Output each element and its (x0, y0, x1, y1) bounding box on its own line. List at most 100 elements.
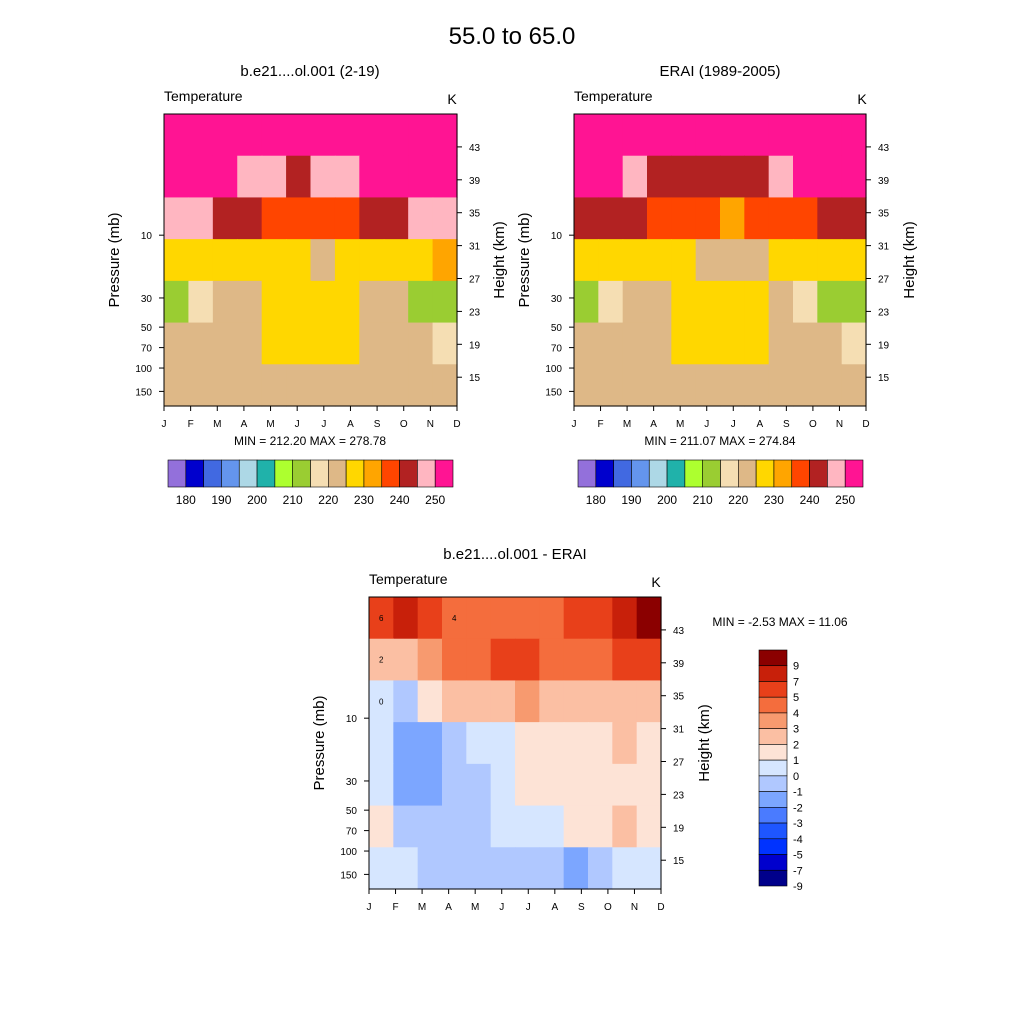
panel-model-title: b.e21....ol.001 (2-19) (240, 63, 379, 80)
y-tick-label: 150 (340, 870, 357, 881)
x-tick-label: F (188, 419, 194, 430)
field-cell (636, 847, 662, 890)
field-cell (237, 364, 263, 407)
colorbar-label: 180 (176, 493, 196, 507)
field-cell (622, 155, 648, 199)
field-cell (442, 680, 467, 723)
field-cell (369, 597, 394, 640)
field-cell (574, 114, 599, 157)
field-cell (768, 280, 794, 324)
field-cell (695, 322, 721, 365)
y-tick-label: 70 (141, 344, 153, 355)
field-cell (695, 114, 721, 157)
contour-label: 2 (379, 656, 384, 665)
x-tick-label: M (213, 419, 221, 430)
y-tick-label: 30 (141, 294, 153, 305)
field-cell (466, 680, 492, 723)
y2-tick-label: 27 (673, 758, 685, 769)
field-cell (515, 680, 540, 723)
colorbar-swatch (363, 459, 383, 488)
field-cell (212, 114, 238, 157)
field-cell (188, 364, 214, 407)
x-tick-label: N (836, 419, 843, 430)
field-cell (188, 239, 214, 282)
colorbar-label: -2 (793, 802, 803, 814)
colorbar-swatch (417, 459, 436, 488)
field-cell (720, 155, 745, 199)
y-tick-label: 50 (141, 323, 153, 334)
x-tick-label: S (578, 902, 585, 913)
field-cell (359, 239, 385, 282)
panel-erai-units: K (857, 91, 867, 107)
x-tick-label: J (572, 419, 577, 430)
field-cell (383, 155, 409, 199)
field-cell (515, 763, 540, 807)
field-cell (588, 763, 613, 807)
field-cell (286, 364, 312, 407)
field-cell (442, 638, 467, 682)
panel-diff-plot: J F M A M J J A S O N D1030507010015043393531272319… (340, 596, 685, 913)
colorbar-label: 230 (354, 493, 374, 507)
colorbar-label: 200 (657, 493, 677, 507)
field-cell (574, 364, 599, 407)
field-cell (744, 114, 770, 157)
x-tick-label: A (445, 902, 452, 913)
field-cell (622, 280, 648, 324)
field-cell (164, 114, 190, 157)
colorbar-label: 240 (800, 493, 820, 507)
field-cell (598, 280, 624, 324)
colorbar-label: 1 (793, 755, 799, 767)
field-cell (359, 197, 385, 240)
y2-tick-label: 31 (878, 242, 890, 253)
field-cell (671, 155, 697, 199)
field-cell (671, 197, 697, 240)
x-tick-label: D (453, 419, 460, 430)
field-cell (744, 280, 770, 324)
colorbar-label: 5 (793, 692, 799, 704)
x-tick-label: F (597, 419, 603, 430)
field-cell (334, 364, 360, 407)
y2-tick-label: 15 (469, 373, 481, 384)
colorbar-swatch (758, 696, 788, 714)
field-cell (588, 680, 613, 723)
field-cell (588, 805, 613, 848)
field-cell (598, 364, 624, 407)
field-cell (636, 722, 662, 765)
colorbar-swatch (738, 459, 757, 488)
plot-frame (163, 113, 458, 407)
colorbar-swatch (328, 459, 347, 488)
field-cell (744, 239, 770, 282)
field-cell (563, 805, 589, 848)
field-cell (647, 197, 672, 240)
field-cell (261, 197, 287, 240)
y2-tick-label: 31 (469, 242, 481, 253)
y-tick-label: 30 (551, 294, 563, 305)
field-cell (237, 322, 263, 365)
colorbar-swatch (577, 459, 597, 488)
field-cell (359, 114, 385, 157)
field-cell (636, 680, 662, 723)
panel-erai-ylabel-right: Height (km) (901, 221, 918, 299)
colorbar-swatch (773, 459, 793, 488)
field-cell (237, 155, 263, 199)
field-cell (768, 155, 794, 199)
panel-erai-stats: MIN = 211.07 MAX = 274.84 (644, 434, 796, 448)
field-cell (442, 763, 467, 807)
field-cell (612, 805, 638, 848)
field-cell (793, 114, 818, 157)
field-cell (671, 114, 697, 157)
field-cell (539, 597, 565, 640)
field-cell (720, 114, 745, 157)
field-cell (515, 638, 540, 682)
field-cell (841, 155, 867, 199)
field-cell (636, 597, 662, 640)
field-cell (671, 322, 697, 365)
panel-model-variable: Temperature (164, 88, 243, 104)
field-cell (432, 322, 458, 365)
x-tick-label: J (367, 902, 372, 913)
field-cell (817, 239, 843, 282)
colorbar-swatch (844, 459, 864, 488)
field-cell (237, 280, 263, 324)
colorbar-swatch (595, 459, 614, 488)
x-tick-label: J (731, 419, 736, 430)
